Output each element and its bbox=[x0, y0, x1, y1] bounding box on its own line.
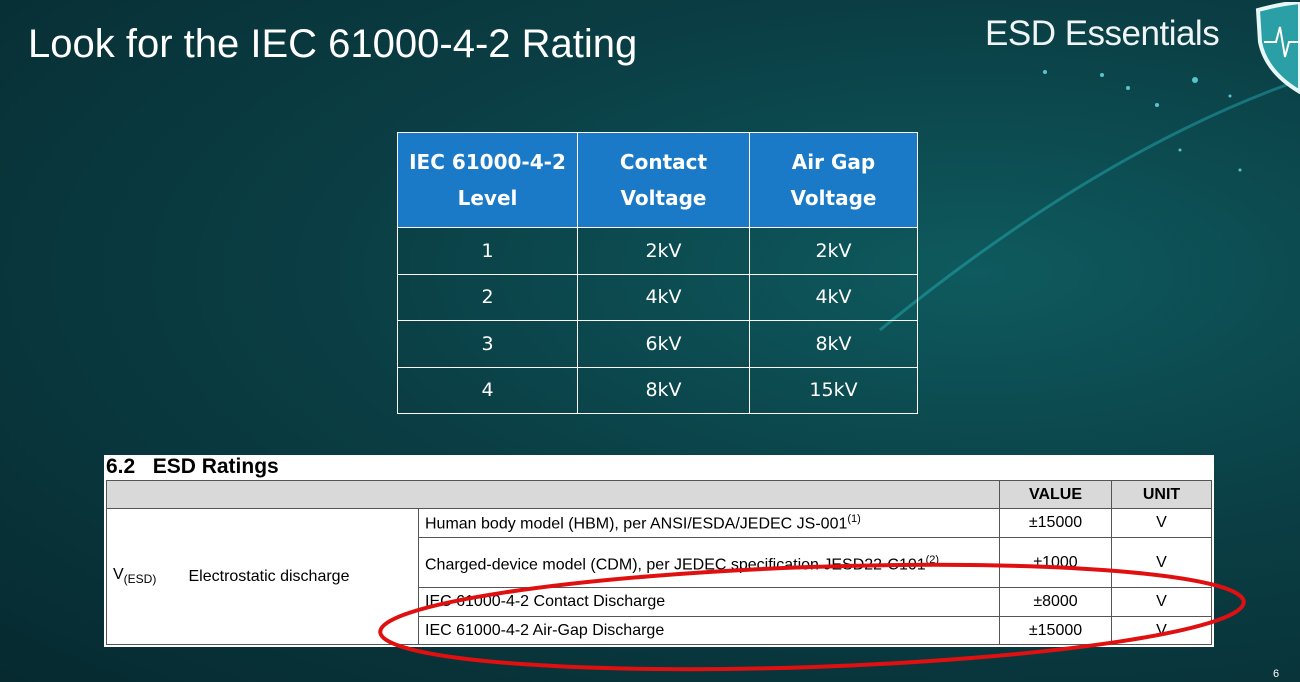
contact-cell: 4kV bbox=[577, 273, 750, 321]
header-unit: UNIT bbox=[1111, 480, 1212, 509]
section-title: 6.2 ESD Ratings bbox=[106, 455, 279, 478]
value-cell: ±15000 bbox=[999, 616, 1112, 645]
header-value: VALUE bbox=[999, 480, 1112, 509]
shield-logo-icon bbox=[1255, 2, 1300, 94]
esd-ratings-excerpt: 6.2 ESD Ratings VALUE UNIT V(ESD) Electr… bbox=[104, 455, 1214, 647]
unit-cell: V bbox=[1111, 537, 1212, 588]
header-level: IEC 61000-4-2 Level bbox=[397, 132, 578, 228]
level-cell: 1 bbox=[397, 227, 578, 275]
page-number: 6 bbox=[1273, 668, 1280, 680]
table-row: 2 4kV 4kV bbox=[397, 273, 918, 321]
header-text: IEC 61000-4-2 bbox=[409, 150, 566, 174]
contact-cell: 6kV bbox=[577, 320, 750, 368]
value-cell: ±15000 bbox=[999, 508, 1112, 538]
value-cell: ±1000 bbox=[999, 537, 1112, 588]
header-blank bbox=[106, 480, 1000, 509]
air-gap-cell: 15kV bbox=[749, 366, 918, 414]
header-contact-voltage: Contact Voltage bbox=[577, 132, 750, 228]
condition-cell: IEC 61000-4-2 Contact Discharge bbox=[418, 587, 1000, 617]
header-text: Voltage bbox=[790, 186, 877, 210]
table-row: 3 6kV 8kV bbox=[397, 320, 918, 368]
iec-level-table: IEC 61000-4-2 Level Contact Voltage Air Ga… bbox=[397, 132, 918, 414]
contact-cell: 8kV bbox=[577, 366, 750, 414]
condition-cell: Charged-device model (CDM), per JEDEC sp… bbox=[418, 537, 1000, 588]
level-cell: 3 bbox=[397, 320, 578, 368]
condition-cell: IEC 61000-4-2 Air-Gap Discharge bbox=[418, 616, 1000, 645]
air-gap-cell: 8kV bbox=[749, 320, 918, 368]
contact-cell: 2kV bbox=[577, 227, 750, 275]
header-text: Air Gap bbox=[791, 150, 876, 174]
table-row: V(ESD) Electrostatic discharge Human bod… bbox=[106, 508, 1212, 645]
header-air-gap-voltage: Air Gap Voltage bbox=[749, 132, 918, 228]
condition-text: Human body model (HBM), per ANSI/ESDA/JE… bbox=[425, 515, 848, 533]
table-row: 4 8kV 15kV bbox=[397, 366, 918, 414]
brand-name: ESD Essentials bbox=[985, 14, 1220, 53]
footnote-ref: (1) bbox=[847, 512, 861, 525]
table-row: 1 2kV 2kV bbox=[397, 227, 918, 275]
symbol: V bbox=[113, 566, 124, 584]
level-cell: 4 bbox=[397, 366, 578, 414]
header-text: Level bbox=[457, 186, 518, 210]
symbol-subscript: (ESD) bbox=[123, 572, 157, 587]
level-cell: 2 bbox=[397, 273, 578, 321]
header-text: Contact bbox=[619, 150, 708, 174]
air-gap-cell: 2kV bbox=[749, 227, 918, 275]
footnote-ref: (2) bbox=[925, 553, 940, 566]
unit-cell: V bbox=[1111, 508, 1212, 538]
condition-text: Charged-device model (CDM), per JEDEC sp… bbox=[425, 556, 926, 574]
unit-cell: V bbox=[1111, 616, 1212, 645]
unit-cell: V bbox=[1111, 587, 1212, 617]
symbol-cell: V(ESD) bbox=[106, 508, 183, 645]
value-cell: ±8000 bbox=[999, 587, 1112, 617]
air-gap-cell: 4kV bbox=[749, 273, 918, 321]
condition-cell: Human body model (HBM), per ANSI/ESDA/JE… bbox=[418, 508, 1000, 538]
esd-ratings-table: VALUE UNIT V(ESD) Electrostatic discharg… bbox=[106, 480, 1212, 645]
slide-title: Look for the IEC 61000-4-2 Rating bbox=[28, 22, 638, 66]
header-text: Voltage bbox=[620, 186, 707, 210]
parameter-cell: Electrostatic discharge bbox=[182, 508, 419, 645]
